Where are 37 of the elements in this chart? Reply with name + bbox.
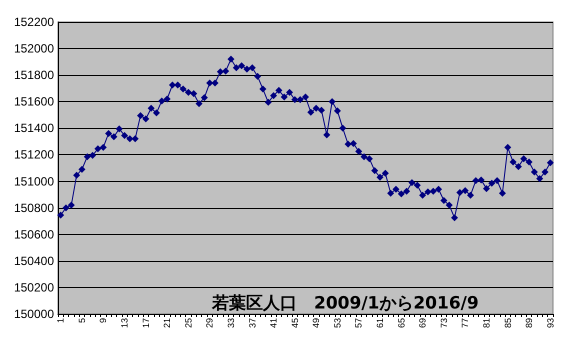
x-tick-label: 77: [460, 318, 470, 328]
x-tick-label: 81: [481, 318, 492, 328]
x-tick-label: 93: [545, 318, 556, 328]
x-tick-label: 61: [375, 318, 386, 328]
y-tick-label: 150600: [14, 227, 54, 242]
y-tick-label: 151200: [14, 148, 54, 162]
x-tick-label: 9: [98, 318, 108, 324]
y-tick-label: 151400: [14, 121, 54, 136]
x-tick-label: 33: [226, 318, 236, 328]
text: 若葉区人口 2009/1から2016/9: [211, 294, 479, 314]
x-tick-label: 21: [162, 318, 172, 328]
x-tick-label: 5: [76, 318, 87, 324]
x-tick-label: 49: [311, 318, 322, 328]
y-tick-label: 150200: [14, 280, 54, 294]
y-tick-label: 151800: [14, 68, 54, 82]
x-tick-label: 41: [268, 318, 279, 328]
y-tick-label: 150800: [14, 200, 54, 215]
y-tick-label: 152000: [14, 42, 54, 56]
x-tick-label: 73: [438, 318, 449, 328]
x-tick-label: 85: [502, 318, 513, 328]
x-tick-label: 69: [418, 318, 428, 328]
x-tick-label: 17: [140, 318, 151, 328]
x-tick-label: 25: [183, 318, 194, 328]
y-tick-label: 151000: [14, 174, 54, 188]
y-tick-label: 150400: [14, 254, 54, 268]
x-tick-label: 29: [204, 318, 215, 328]
x-tick-label: 37: [247, 318, 258, 328]
y-tick-label: 150000: [14, 307, 54, 321]
x-tick-label: 57: [354, 318, 364, 328]
x-tick-label: 65: [396, 318, 406, 328]
x-tick-label: 53: [332, 318, 342, 328]
y-tick-label: 151600: [14, 94, 54, 109]
x-tick-label: 89: [524, 318, 534, 328]
x-tick-label: 13: [120, 318, 130, 328]
x-tick-label: 1: [56, 318, 66, 324]
y-tick-label: 152200: [14, 15, 54, 29]
x-tick-label: 45: [290, 318, 300, 328]
